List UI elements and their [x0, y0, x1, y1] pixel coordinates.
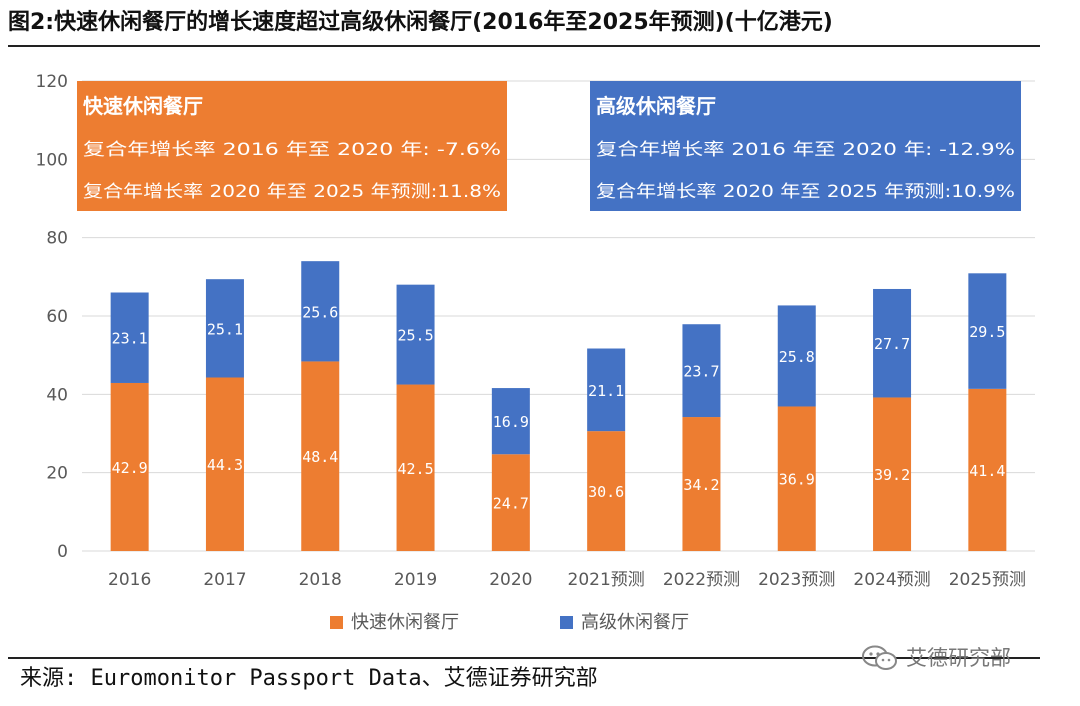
- bar-fast-casual: [873, 397, 912, 551]
- bar-premium-casual: [491, 388, 530, 455]
- data-label: 27.7: [874, 335, 910, 353]
- watermark-text: 艾德研究部: [906, 646, 1011, 670]
- bar-premium-casual: [110, 292, 149, 383]
- data-label: 16.9: [493, 413, 529, 431]
- x-tick-label: 2024预测: [853, 570, 930, 590]
- annotation-box-premium-casual: [590, 81, 1021, 211]
- y-tick-label: 60: [46, 307, 68, 327]
- annotation-line: 复合年增长率 2020 年至 2025 年预测:11.8%: [83, 182, 501, 202]
- x-tick-label: 2021预测: [568, 570, 645, 590]
- y-tick-label: 120: [36, 72, 68, 92]
- annotation-heading: 快速休闲餐厅: [83, 94, 203, 118]
- data-label: 29.5: [969, 323, 1005, 341]
- data-label: 30.6: [588, 483, 624, 501]
- bar-fast-casual: [682, 417, 721, 551]
- data-label: 41.4: [969, 462, 1005, 480]
- bar-premium-casual: [205, 279, 244, 378]
- data-label: 44.3: [207, 456, 243, 474]
- annotation-box-fast-casual: [77, 81, 507, 211]
- bar-fast-casual: [205, 377, 244, 551]
- bar-premium-casual: [968, 273, 1007, 389]
- x-tick-label: 2023预测: [758, 570, 835, 590]
- data-label: 39.2: [874, 466, 910, 484]
- watermark: 艾德研究部: [860, 641, 1011, 675]
- y-tick-label: 20: [46, 464, 68, 484]
- legend-label: 高级休闲餐厅: [581, 612, 689, 633]
- x-tick-label: 2017: [203, 570, 246, 590]
- data-label: 34.2: [683, 476, 719, 494]
- legend-swatch: [330, 616, 343, 629]
- x-tick-label: 2016: [108, 570, 151, 590]
- bar-fast-casual: [968, 388, 1007, 551]
- bar-premium-casual: [301, 261, 340, 362]
- data-label: 42.9: [112, 459, 148, 477]
- stacked-bar-chart: 0 20 40 60 80 100 120 42.9 23.1 2016 44.3 25.1 2017 4…: [36, 72, 1035, 633]
- bar-fast-casual: [587, 431, 626, 551]
- bar-premium-casual: [873, 288, 912, 398]
- y-tick-label: 40: [46, 385, 68, 405]
- source-rule: [8, 657, 1040, 659]
- data-label: 25.8: [779, 348, 815, 366]
- bar-fast-casual: [491, 454, 530, 551]
- y-tick-label: 100: [36, 150, 68, 170]
- bar-fast-casual: [396, 384, 435, 551]
- annotation-line: 复合年增长率 2016 年至 2020 年: -7.6%: [83, 140, 501, 160]
- source-note: 来源: Euromonitor Passport Data、艾德证券研究部: [20, 666, 598, 691]
- data-label: 25.5: [397, 327, 433, 345]
- x-tick-label: 2018: [299, 570, 342, 590]
- annotation-line: 复合年增长率 2016 年至 2020 年: -12.9%: [596, 140, 1015, 160]
- wechat-icon: [862, 645, 897, 670]
- data-label: 21.1: [588, 382, 624, 400]
- bar-fast-casual: [777, 406, 816, 551]
- bar-premium-casual: [396, 284, 435, 385]
- y-tick-label: 0: [57, 542, 68, 562]
- annotation-heading: 高级休闲餐厅: [596, 94, 716, 118]
- bar-fast-casual: [301, 361, 340, 551]
- data-label: 36.9: [779, 471, 815, 489]
- data-label: 24.7: [493, 495, 529, 513]
- data-label: 42.5: [397, 460, 433, 478]
- data-label: 25.6: [302, 303, 338, 321]
- data-label: 48.4: [302, 448, 338, 466]
- legend-swatch: [560, 616, 573, 629]
- legend-label: 快速休闲餐厅: [351, 612, 459, 633]
- bar-fast-casual: [110, 382, 149, 551]
- x-tick-label: 2019: [394, 570, 437, 590]
- figure-title: 图2:快速休闲餐厅的增长速度超过高级休闲餐厅(2016年至2025年预测)(十亿…: [8, 10, 833, 35]
- title-rule: [8, 45, 1040, 47]
- x-tick-label: 2025预测: [949, 570, 1026, 590]
- annotation-line: 复合年增长率 2020 年至 2025 年预测:10.9%: [596, 182, 1015, 202]
- bar-premium-casual: [587, 348, 626, 432]
- bar-premium-casual: [682, 324, 721, 418]
- data-label: 25.1: [207, 320, 243, 338]
- bar-premium-casual: [777, 305, 816, 407]
- x-tick-label: 2020: [489, 570, 532, 590]
- data-label: 23.1: [112, 330, 148, 348]
- y-tick-label: 80: [46, 229, 68, 249]
- data-label: 23.7: [683, 363, 719, 381]
- x-tick-label: 2022预测: [663, 570, 740, 590]
